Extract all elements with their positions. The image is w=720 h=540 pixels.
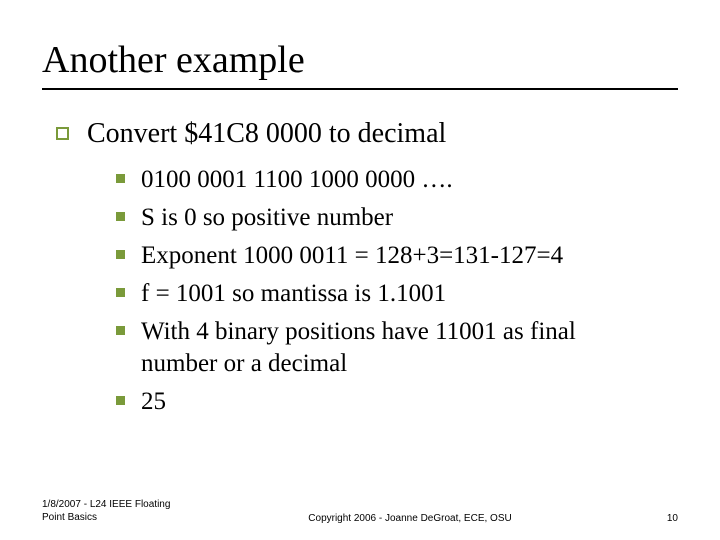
list-item: 25 (116, 386, 648, 418)
square-icon (116, 288, 125, 297)
level1-item: Convert $41C8 0000 to decimal (42, 118, 678, 150)
list-item-text: 0100 0001 1100 1000 0000 …. (141, 164, 453, 196)
square-icon (116, 250, 125, 259)
footer-page-number: 10 (638, 513, 678, 524)
list-item: 0100 0001 1100 1000 0000 …. (116, 164, 648, 196)
level2-list: 0100 0001 1100 1000 0000 …. S is 0 so po… (42, 164, 678, 418)
list-item-text: With 4 binary positions have 11001 as fi… (141, 316, 648, 380)
list-item-text: Exponent 1000 0011 = 128+3=131-127=4 (141, 240, 563, 272)
square-icon (116, 326, 125, 335)
slide-title: Another example (42, 38, 678, 82)
square-icon (116, 396, 125, 405)
square-icon (116, 212, 125, 221)
list-item: S is 0 so positive number (116, 202, 648, 234)
list-item: With 4 binary positions have 11001 as fi… (116, 316, 648, 380)
footer-left: 1/8/2007 - L24 IEEE Floating Point Basic… (42, 499, 182, 524)
footer-center: Copyright 2006 - Joanne DeGroat, ECE, OS… (182, 513, 638, 524)
hollow-square-icon (56, 127, 69, 140)
level1-text: Convert $41C8 0000 to decimal (87, 118, 446, 150)
list-item: Exponent 1000 0011 = 128+3=131-127=4 (116, 240, 648, 272)
list-item: f = 1001 so mantissa is 1.1001 (116, 278, 648, 310)
list-item-text: f = 1001 so mantissa is 1.1001 (141, 278, 446, 310)
list-item-text: S is 0 so positive number (141, 202, 393, 234)
slide-footer: 1/8/2007 - L24 IEEE Floating Point Basic… (42, 499, 678, 524)
title-block: Another example (42, 38, 678, 90)
slide: Another example Convert $41C8 0000 to de… (0, 0, 720, 540)
square-icon (116, 174, 125, 183)
list-item-text: 25 (141, 386, 166, 418)
